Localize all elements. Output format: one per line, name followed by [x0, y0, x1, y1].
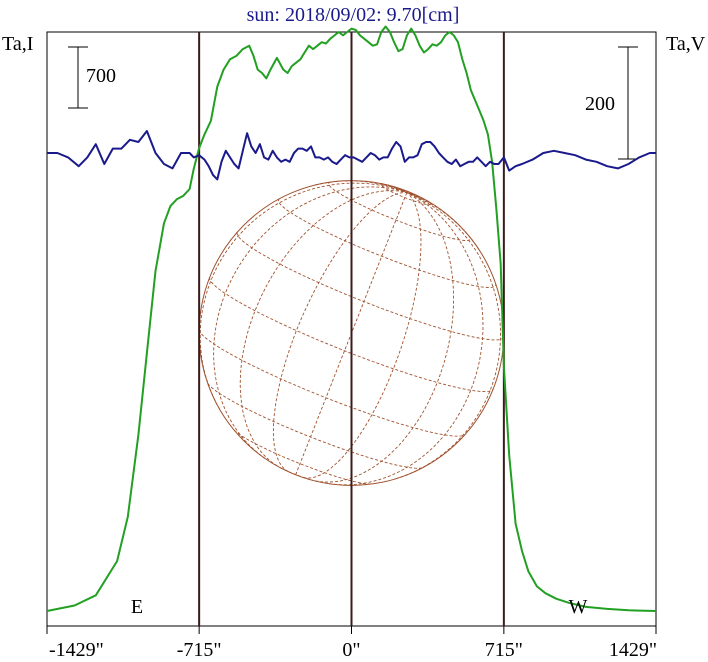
right-scale-bar — [618, 46, 638, 160]
longitude-line — [314, 180, 408, 193]
longitude-line — [406, 191, 413, 194]
longitude-line — [328, 192, 484, 486]
latitude-line — [233, 429, 372, 485]
longitude-line — [272, 191, 407, 472]
right-axis-label: Ta,V — [666, 33, 706, 55]
left-scale-label: 700 — [86, 65, 116, 87]
longitude-line — [213, 186, 408, 459]
x-tick-label: 1429" — [609, 639, 657, 661]
left-scale-bar — [68, 46, 88, 109]
longitude-line — [303, 192, 422, 479]
x-tick-label: -715" — [177, 639, 222, 661]
series-ta-v-line — [47, 130, 656, 181]
longitude-line — [239, 190, 407, 467]
longitude-line — [406, 191, 422, 199]
west-label: W — [569, 596, 588, 618]
series-ta-i-line — [46, 25, 657, 612]
series-lines — [46, 25, 657, 612]
east-label: E — [131, 596, 143, 618]
longitude-line — [199, 182, 408, 410]
x-tick-label: -1429" — [49, 639, 104, 661]
longitude-line — [395, 191, 501, 480]
right-scale-label: 200 — [585, 93, 615, 115]
latitude-line — [328, 181, 471, 241]
latitude-line — [209, 277, 494, 393]
longitude-line — [315, 192, 455, 483]
chart-title: sun: 2018/09/02: 9.70[cm] — [247, 4, 460, 26]
solar-disk-grid — [198, 180, 505, 486]
vertical-markers — [198, 32, 505, 626]
longitude-line — [406, 191, 480, 250]
longitude-line — [295, 192, 408, 475]
x-tick-label: 0" — [342, 639, 360, 661]
x-tick-label: 715" — [485, 639, 523, 661]
left-axis-label: Ta,I — [2, 33, 33, 55]
latitude-line — [277, 198, 497, 288]
x-axis-ticks: -1429" -715" 0" 715" 1429" — [46, 626, 657, 661]
